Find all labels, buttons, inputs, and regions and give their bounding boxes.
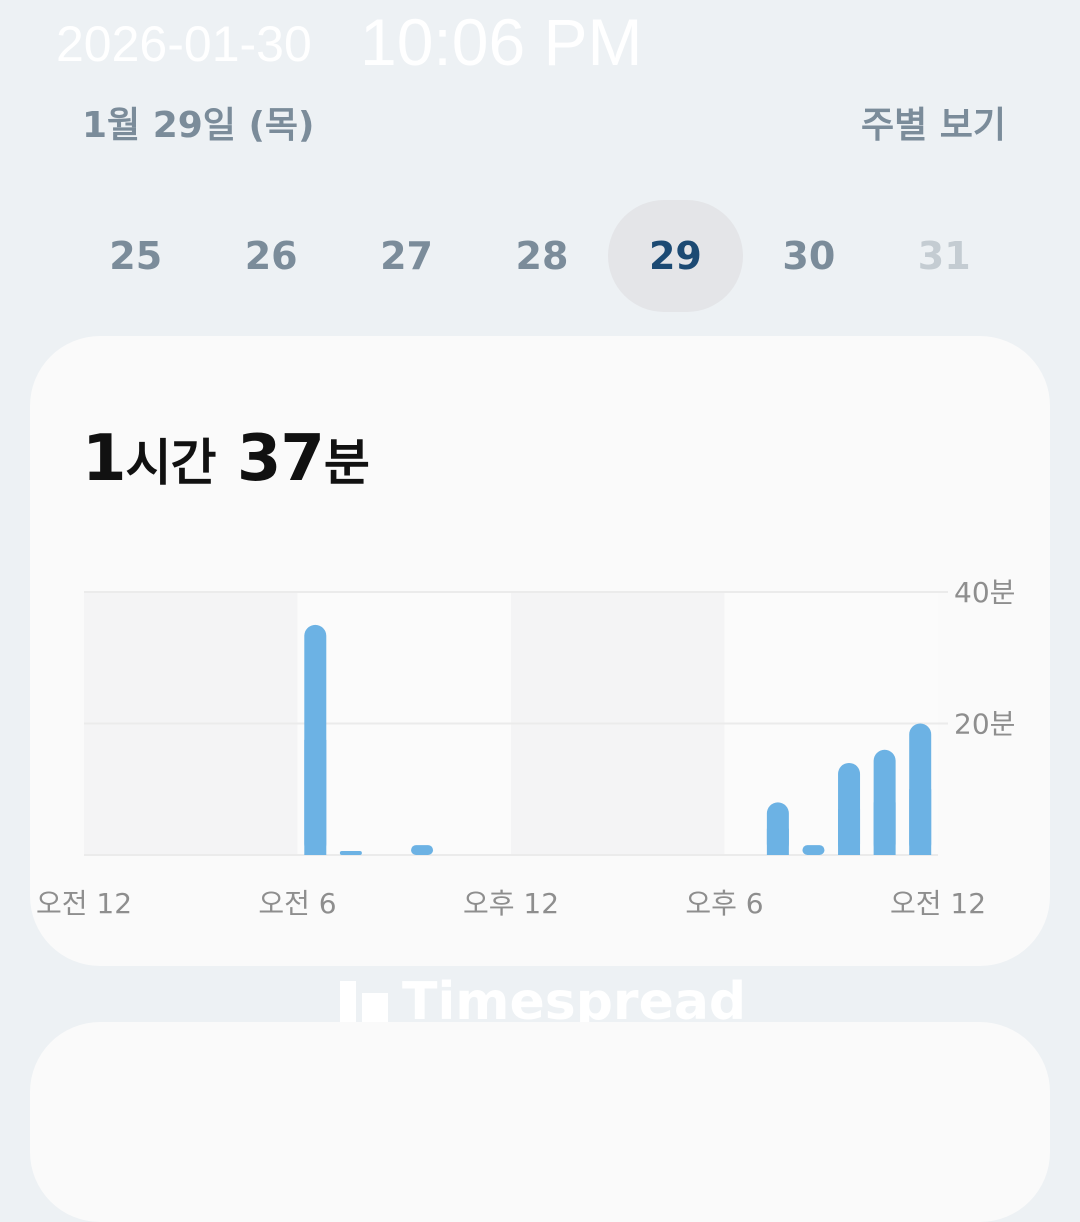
bar-base-hour-22 <box>873 802 896 855</box>
hours-value: 1 <box>82 422 127 496</box>
bar-hour-9 <box>411 845 434 855</box>
overlay-date: 2026-01-30 <box>56 16 312 72</box>
minutes-unit: 분 <box>323 434 370 492</box>
y-tick-label: 20분 <box>954 708 1015 741</box>
minutes-value: 37 <box>236 422 325 496</box>
day-25[interactable]: 25 <box>109 234 163 278</box>
day-27[interactable]: 27 <box>380 234 433 278</box>
date-header: 1월 29일 (목) <box>82 105 315 146</box>
x-tick-label: 오전 6 <box>258 887 336 920</box>
hours-unit: 시간 <box>125 434 217 492</box>
bar-base-hour-19 <box>766 828 789 855</box>
x-tick-label: 오후 12 <box>463 887 559 920</box>
total-usage: 1시간 37분 <box>82 422 370 496</box>
brand-icon <box>340 981 388 1023</box>
x-tick-label: 오후 6 <box>685 887 763 920</box>
bar-base-hour-23 <box>909 789 932 855</box>
bar-hour-20 <box>802 845 825 855</box>
day-29[interactable]: 29 <box>607 200 744 312</box>
bar-hour-7 <box>339 851 362 855</box>
day-31[interactable]: 31 <box>917 234 971 278</box>
weekly-view-button[interactable]: 주별 보기 <box>860 105 1006 146</box>
day-28[interactable]: 28 <box>515 234 569 278</box>
overlay-time: 10:06 PM <box>360 5 643 79</box>
bar-base-hour-21 <box>838 808 861 855</box>
bar-base-hour-6 <box>304 739 327 855</box>
day-30[interactable]: 30 <box>782 234 836 278</box>
y-tick-label: 40분 <box>954 576 1015 609</box>
secondary-card <box>30 1022 1050 1222</box>
day-26[interactable]: 26 <box>244 234 298 278</box>
x-tick-label: 오전 12 <box>36 887 132 920</box>
day-selector: 25 26 27 28 29 30 31 <box>68 200 1012 312</box>
x-tick-label: 오전 12 <box>890 887 986 920</box>
